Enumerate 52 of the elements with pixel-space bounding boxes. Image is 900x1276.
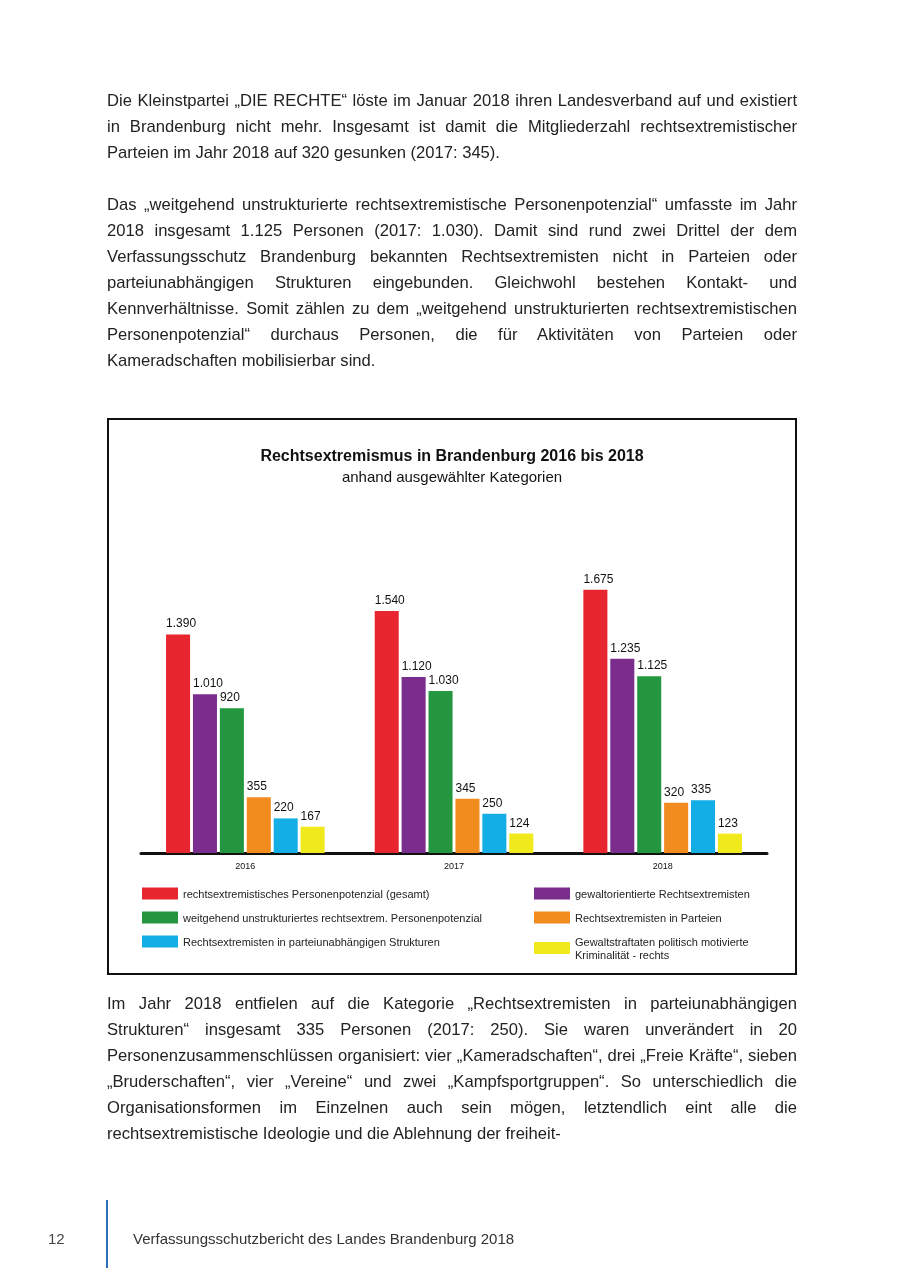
text: Die Kleinstpartei „DIE RECHTE“ löste im Januar 2018 ihren Landesverband auf und existiert in Brandenburg nicht mehr. Insgesamt ist damit die Mitgliederzahl rechtsextremistischer Parteien im Jahr 2018 auf 320 gesunken (2017: 345).	[107, 90, 797, 164]
chart-title: Rechtsextremismus in Brandenburg 2016 bis 2018	[260, 446, 644, 464]
data-label: 220	[273, 800, 295, 815]
legend-label: Gewaltstraftaten politisch motivierte Kriminalität - rechts	[575, 935, 749, 961]
legend-label: weitgehend unstrukturiertes rechtsextrem. Personenpotenzial	[182, 911, 482, 924]
bar	[610, 658, 635, 853]
bar	[455, 798, 480, 853]
data-label: 123	[717, 815, 739, 830]
data-label: 335	[691, 782, 712, 797]
bar	[637, 676, 662, 853]
data-label: 920	[219, 690, 241, 705]
data-label: 1.235	[610, 640, 641, 655]
x-tick-label: 2017	[443, 860, 465, 871]
legend-label: Rechtsextremisten in parteiunabhängigen Strukturen	[183, 935, 440, 948]
chart-subtitle: anhand ausgewählter Kategorien	[341, 468, 563, 485]
bar	[374, 610, 399, 853]
bar	[509, 833, 534, 853]
bar	[583, 589, 608, 853]
bar	[401, 676, 426, 853]
text: Verfassungsschutzbericht des Landes Brandenburg 2018	[133, 1230, 515, 1247]
data-label: 124	[509, 815, 530, 830]
x-tick-label: 2018	[652, 860, 673, 871]
data-label: 1.120	[401, 658, 432, 673]
legend-label: rechtsextremistisches Personenpotenzial (gesamt)	[183, 887, 430, 900]
bar	[300, 826, 325, 853]
x-tick-label: 2016	[235, 860, 256, 871]
data-label: 1.010	[192, 676, 224, 691]
bar	[166, 634, 191, 853]
data-label: 320	[664, 784, 685, 799]
bar	[717, 833, 742, 853]
bar	[428, 691, 453, 853]
legend-label: Rechtsextremisten in Parteien	[575, 911, 722, 924]
data-label: 1.675	[583, 571, 614, 586]
data-label: 1.390	[166, 616, 197, 631]
bar	[482, 813, 507, 853]
legend-label: gewaltorientierte Rechtsextremisten	[575, 887, 750, 900]
text: Das „weitgehend unstrukturierte rechtsextremistische Personenpotenzial“ umfasste im Jahr 2018 insgesamt 1.125 Personen (2017: 1.030). Damit sind rund zwei Drittel der dem Verfassungsschutz Brandenburg bekannten Rechtsextremisten nicht in Parteien oder parteiunabhängigen Strukturen eingebunden. Gleichwohl bestehen Kontakt- und Kennverhältnisse. Somit zählen zu dem „weitgehend unstrukturierten rechtsextremistischen Personenpotenzial“ durchaus Personen, die für Aktivitäten von Parteien oder Kameradschaften mobilisierbar sind.	[107, 194, 797, 372]
bar	[192, 694, 217, 853]
text: 12	[48, 1230, 65, 1247]
text: Im Jahr 2018 entfielen auf die Kategorie „Rechtsextremisten in parteiunabhängigen Strukturen“ insgesamt 335 Personen (2017: 250). Sie waren unverändert in 20 Personenzusammenschlüssen organisiert: vier „Kameradschaften“, drei „Freie Kräfte“, sieben „Bruderschaften“, vier „Vereine“ und zwei „Kampfsportgruppen“. So unterschiedlich die Organisationsformen im Einzelnen auch sein mögen, letztendlich eint alle die rechtsextremistische Ideologie und die Ablehnung der freiheit-	[107, 993, 797, 1145]
data-label: 1.125	[637, 658, 668, 673]
bar	[246, 797, 271, 853]
bar	[219, 708, 244, 853]
data-label: 355	[246, 779, 268, 794]
data-label: 167	[300, 808, 321, 823]
data-label: 345	[455, 780, 476, 795]
data-label: 1.030	[428, 673, 459, 688]
bar	[691, 800, 716, 853]
data-label: 250	[482, 795, 503, 810]
bar	[664, 802, 689, 853]
data-label: 1.540	[374, 592, 406, 607]
bar	[273, 818, 298, 853]
